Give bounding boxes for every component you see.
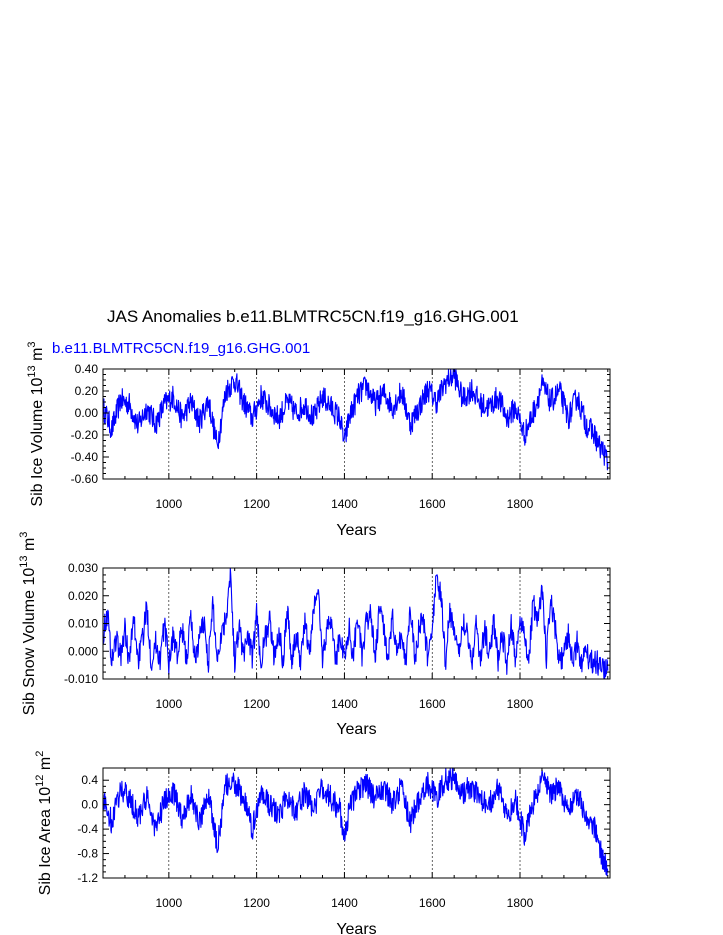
y-tick-label: -0.40 xyxy=(71,450,99,464)
series-line xyxy=(102,767,609,877)
y-tick-label: 0.0 xyxy=(81,798,98,812)
plot-frame xyxy=(102,767,611,879)
y-tick-label: 0.010 xyxy=(68,617,98,631)
y-axis-label: Sib Ice Volume 1013 m3 xyxy=(26,341,46,506)
y-tick-label: 0.40 xyxy=(75,362,99,376)
x-tick-label: 1000 xyxy=(155,497,182,511)
x-tick-label: 1200 xyxy=(243,896,270,910)
x-tick-label: 1800 xyxy=(507,697,534,711)
y-tick-label: -1.2 xyxy=(77,871,98,885)
y-tick-label: 0.030 xyxy=(68,561,98,575)
main-title: JAS Anomalies b.e11.BLMTRC5CN.f19_g16.GH… xyxy=(107,307,519,326)
y-axis-label: Sib Ice Area 1012 m2 xyxy=(34,751,54,896)
x-tick-label: 1400 xyxy=(331,497,358,511)
x-axis-label: Years xyxy=(336,522,376,539)
y-tick-label: -0.60 xyxy=(71,472,99,486)
panel-1: 1000 1200 1400 1600 1800 -0.60 -0.40 -0.20 0.00 0… xyxy=(26,341,611,539)
x-tick-label: 1400 xyxy=(331,697,358,711)
series-line xyxy=(102,567,609,680)
x-axis-label: Years xyxy=(336,721,376,738)
x-tick-label: 1600 xyxy=(419,497,446,511)
x-tick-label: 1000 xyxy=(155,896,182,910)
y-tick-label: 0.4 xyxy=(81,773,98,787)
subtitle: b.e11.BLMTRC5CN.f19_g16.GHG.001 xyxy=(52,340,310,357)
y-tick-label: 0.20 xyxy=(75,384,99,398)
x-tick-label: 1800 xyxy=(507,896,534,910)
x-axis-label: Years xyxy=(336,921,376,935)
x-tick-label: 1600 xyxy=(419,697,446,711)
x-tick-label: 1200 xyxy=(243,497,270,511)
x-tick-label: 1400 xyxy=(331,896,358,910)
x-tick-label: 1000 xyxy=(155,697,182,711)
y-tick-label: -0.8 xyxy=(77,847,98,861)
y-axis-label: Sib Snow Volume 1013 m3 xyxy=(18,532,38,716)
panel-2: 1000 1200 1400 1600 1800 -0.010 0.000 0.010 0.02… xyxy=(18,532,611,738)
y-tick-label: -0.4 xyxy=(77,822,98,836)
plot-frame xyxy=(102,368,611,480)
x-tick-label: 1600 xyxy=(419,896,446,910)
x-tick-label: 1800 xyxy=(507,497,534,511)
x-tick-label: 1200 xyxy=(243,697,270,711)
y-tick-label: 0.000 xyxy=(68,644,98,658)
chart-panels: 1000 1200 1400 1600 1800-0.60-0.40-0.200.000… xyxy=(18,341,611,935)
y-tick-label: -0.20 xyxy=(71,428,99,442)
y-tick-label: 0.00 xyxy=(75,406,99,420)
panel-3: 1000 1200 1400 1600 1800 -1.2 -0.8 -0.4 0.0 0.4 Ye… xyxy=(34,751,611,935)
y-tick-label: -0.010 xyxy=(64,672,98,686)
series-line xyxy=(102,368,609,471)
y-tick-label: 0.020 xyxy=(68,589,98,603)
